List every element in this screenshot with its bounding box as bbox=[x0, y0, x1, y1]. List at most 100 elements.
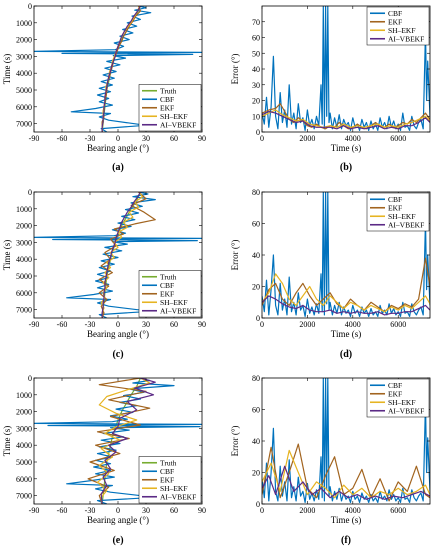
legend-entry-f-0: CBF bbox=[388, 381, 402, 390]
series-group-f bbox=[262, 378, 430, 503]
y-tick-label-f-4: 80 bbox=[252, 374, 260, 383]
y-tick-label-c-2: 2000 bbox=[16, 222, 32, 231]
panel-c: -90 -60 -30 0 30 60 90 0 1000 2000 3000 4000 5000 600… bbox=[2, 188, 206, 360]
legend-entry-c-2: EKF bbox=[160, 289, 174, 298]
x-tick-label-e-1: -60 bbox=[57, 506, 68, 515]
y-tick-label-a-5: 5000 bbox=[16, 86, 32, 95]
y-tick-label-c-1: 1000 bbox=[16, 205, 32, 214]
legend-entry-a-0: Truth bbox=[160, 86, 177, 95]
y-tick-label-e-4: 4000 bbox=[16, 441, 32, 450]
y-tick-label-b-2: 20 bbox=[252, 97, 260, 106]
series-line-d-0 bbox=[262, 192, 430, 317]
x-axis-label-c: Bearing angle (°) bbox=[87, 329, 149, 339]
x-tick-label-c-3: 0 bbox=[116, 320, 120, 329]
y-tick-label-a-4: 4000 bbox=[16, 69, 32, 78]
y-tick-label-a-6: 6000 bbox=[16, 103, 32, 112]
legend-entry-d-1: EKF bbox=[388, 203, 402, 212]
series-line-e-2 bbox=[87, 378, 151, 504]
x-tick-label-e-6: 90 bbox=[198, 506, 206, 515]
y-tick-label-b-3: 30 bbox=[252, 81, 260, 90]
x-axis-label-b: Time (s) bbox=[331, 143, 361, 153]
y-tick-label-d-2: 40 bbox=[252, 251, 260, 260]
legend-entry-e-3: SH–EKF bbox=[160, 484, 188, 493]
legend-entry-d-2: SH–EKF bbox=[388, 212, 416, 221]
y-tick-label-e-7: 7000 bbox=[16, 492, 32, 501]
y-axis-label-c: Time (s) bbox=[2, 240, 12, 270]
y-tick-label-a-7: 7000 bbox=[16, 120, 32, 129]
x-tick-label-a-0: -90 bbox=[29, 134, 40, 143]
legend-entry-b-0: CBF bbox=[388, 9, 402, 18]
y-axis-label-e: Time (s) bbox=[2, 426, 12, 456]
series-line-b-3 bbox=[262, 110, 430, 130]
x-tick-label-e-3: 0 bbox=[116, 506, 120, 515]
legend-entry-f-1: EKF bbox=[388, 389, 402, 398]
x-tick-label-e-0: -90 bbox=[29, 506, 40, 515]
y-tick-label-d-1: 20 bbox=[252, 283, 260, 292]
legend-entry-b-1: EKF bbox=[388, 17, 402, 26]
x-tick-label-b-1: 2000 bbox=[299, 134, 315, 143]
series-group-e bbox=[34, 378, 202, 504]
legend-entry-f-3: AI–VBEKF bbox=[388, 406, 424, 415]
y-tick-label-c-7: 7000 bbox=[16, 306, 32, 315]
legend-entry-c-4: AI–VBEKF bbox=[160, 306, 196, 315]
x-tick-label-c-6: 90 bbox=[198, 320, 206, 329]
y-tick-label-d-4: 80 bbox=[252, 188, 260, 197]
y-tick-label-c-4: 4000 bbox=[16, 255, 32, 264]
series-group-b bbox=[262, 6, 430, 131]
y-tick-label-e-0: 0 bbox=[28, 374, 32, 383]
y-tick-label-a-3: 3000 bbox=[16, 52, 32, 61]
legend-entry-e-4: AI–VBEKF bbox=[160, 492, 196, 501]
y-tick-label-f-0: 0 bbox=[256, 500, 260, 509]
y-tick-label-b-1: 10 bbox=[252, 112, 260, 121]
series-line-c-4 bbox=[101, 192, 141, 318]
series-line-a-4 bbox=[101, 6, 141, 132]
series-line-c-1 bbox=[34, 192, 202, 318]
y-tick-label-b-5: 50 bbox=[252, 49, 260, 58]
y-tick-label-a-0: 0 bbox=[28, 2, 32, 11]
legend-entry-d-0: CBF bbox=[388, 195, 402, 204]
panel-label-d: (d) bbox=[340, 349, 352, 360]
legend-entry-a-4: AI–VBEKF bbox=[160, 120, 196, 129]
x-tick-label-a-2: -30 bbox=[85, 134, 96, 143]
panel-a: -90 -60 -30 0 30 60 90 0 1000 2000 3000 4000 5000 600… bbox=[2, 2, 206, 173]
panel-label-b: (b) bbox=[340, 162, 352, 173]
series-group-a bbox=[34, 6, 202, 132]
x-tick-label-a-3: 0 bbox=[116, 134, 120, 143]
x-tick-label-e-2: -30 bbox=[85, 506, 96, 515]
y-tick-label-c-5: 5000 bbox=[16, 272, 32, 281]
series-line-d-3 bbox=[262, 295, 430, 316]
legend-entry-c-0: Truth bbox=[160, 272, 177, 281]
x-axis-label-a: Bearing angle (°) bbox=[87, 143, 149, 153]
y-tick-label-b-4: 40 bbox=[252, 65, 260, 74]
x-tick-label-c-5: 60 bbox=[170, 320, 178, 329]
x-tick-label-f-2: 4000 bbox=[345, 506, 361, 515]
series-line-e-0 bbox=[101, 378, 141, 504]
legend-entry-f-2: SH–EKF bbox=[388, 398, 416, 407]
x-axis-label-d: Time (s) bbox=[331, 329, 361, 339]
legend-entry-d-3: AI–VBEKF bbox=[388, 220, 424, 229]
panel-label-f: (f) bbox=[341, 535, 351, 546]
y-tick-label-a-2: 2000 bbox=[16, 36, 32, 45]
y-tick-label-c-3: 3000 bbox=[16, 238, 32, 247]
y-tick-label-e-6: 6000 bbox=[16, 475, 32, 484]
y-tick-label-e-1: 1000 bbox=[16, 391, 32, 400]
y-tick-label-e-3: 3000 bbox=[16, 424, 32, 433]
y-tick-label-e-5: 5000 bbox=[16, 458, 32, 467]
legend-entry-e-1: CBF bbox=[160, 467, 174, 476]
x-axis-label-e: Bearing angle (°) bbox=[87, 515, 149, 525]
y-tick-label-f-1: 20 bbox=[252, 469, 260, 478]
y-tick-label-c-0: 0 bbox=[28, 188, 32, 197]
x-tick-label-f-0: 0 bbox=[260, 506, 264, 515]
series-line-d-2 bbox=[262, 273, 430, 313]
legend-entry-b-2: SH–EKF bbox=[388, 26, 416, 35]
y-tick-label-b-6: 60 bbox=[252, 34, 260, 43]
y-tick-label-a-1: 1000 bbox=[16, 19, 32, 28]
legend-entry-a-1: CBF bbox=[160, 95, 174, 104]
x-tick-label-d-0: 0 bbox=[260, 320, 264, 329]
x-tick-label-d-2: 4000 bbox=[345, 320, 361, 329]
x-tick-label-c-0: -90 bbox=[29, 320, 40, 329]
series-line-d-1 bbox=[262, 257, 430, 313]
y-axis-label-b: Error (°) bbox=[230, 54, 240, 85]
